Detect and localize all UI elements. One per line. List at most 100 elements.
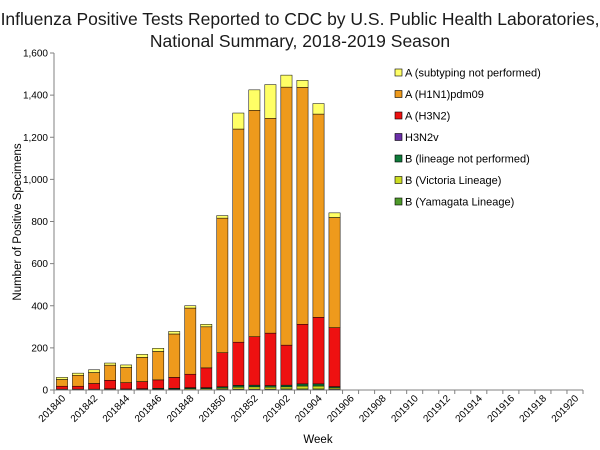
- bar-201848-s6: [184, 305, 197, 309]
- x-tick-label: 201906: [325, 393, 357, 425]
- bar-201840-s6: [56, 377, 68, 380]
- bar-201844-s5: [120, 367, 132, 383]
- bar-201842-s5: [88, 372, 100, 384]
- x-tick-label: 201908: [357, 393, 389, 425]
- x-tick-label: 201914: [454, 393, 486, 425]
- bar-201852-s5: [248, 110, 261, 337]
- bar-201842-s6: [88, 369, 100, 373]
- bar-201851-s6: [232, 112, 245, 130]
- legend-swatch: [394, 133, 403, 141]
- bar-201901-s1: [264, 386, 277, 390]
- x-tick-label: 201844: [101, 393, 133, 425]
- bar-201904-s5: [312, 113, 325, 318]
- bar-201903-s2: [296, 383, 309, 387]
- bar-201843-s4: [104, 380, 116, 389]
- bar-201851-s5: [232, 128, 245, 343]
- y-axis-title: Number of Positive Specimens: [12, 143, 24, 300]
- y-tick-label: 200: [31, 343, 48, 354]
- legend-label: B (Yamagata Lineage): [405, 197, 514, 209]
- bar-201905-s6: [328, 212, 341, 218]
- bar-201846-s5: [152, 351, 165, 381]
- legend-label: B (lineage not performed): [405, 154, 530, 166]
- chart-title-line-2: National Summary, 2018-2019 Season: [149, 31, 451, 51]
- x-tick-label: 201912: [421, 393, 453, 425]
- bar-201852-s2: [248, 384, 261, 388]
- x-tick-label: 201910: [389, 393, 421, 425]
- legend-swatch: [394, 111, 403, 120]
- bar-201902-s1: [280, 386, 293, 390]
- chart-title-line-1: Influenza Positive Tests Reported to CDC…: [0, 9, 600, 29]
- bar-201847-s5: [168, 333, 181, 378]
- bar-201902-s4: [280, 344, 293, 386]
- y-tick-label: 1,600: [23, 49, 48, 60]
- bar-201847-s4: [168, 377, 181, 389]
- y-tick-label: 1,000: [23, 175, 48, 186]
- bar-201904-s1: [312, 385, 325, 390]
- bar-201901-s5: [264, 118, 277, 334]
- bar-201850-s4: [216, 352, 229, 388]
- x-ticks-group: 201840 201842 201844 201846 201848 201850 2018…: [37, 390, 584, 425]
- bar-201844-s6: [120, 364, 132, 368]
- bar-201901-s6: [264, 84, 277, 119]
- bar-201848-s4: [184, 373, 197, 388]
- legend-label: A (subtyping not performed): [405, 68, 541, 80]
- y-tick-label: 0: [42, 386, 48, 397]
- bar-201901-s4: [264, 332, 277, 386]
- x-tick-label: 201902: [261, 393, 293, 425]
- bar-201902-s6: [280, 74, 293, 88]
- x-tick-label: 201916: [486, 393, 518, 425]
- bar-201903-s4: [296, 324, 309, 385]
- bar-201904-s4: [312, 317, 325, 385]
- y-ticks-group: 0 200 400 600 800 1,000 1,200 1,400 1,600: [23, 49, 54, 397]
- y-tick-label: 800: [31, 217, 48, 228]
- bar-201904-s6: [312, 103, 325, 115]
- bar-201842-s4: [88, 383, 100, 390]
- x-tick-label: 201848: [165, 393, 197, 425]
- bar-201852-s4: [248, 336, 261, 386]
- bar-201849-s5: [200, 326, 213, 369]
- bar-201849-s4: [200, 367, 213, 388]
- bar-201840-s4: [56, 385, 68, 390]
- y-tick-label: 600: [31, 259, 48, 270]
- legend-swatch: [394, 176, 403, 184]
- legend-label: A (H1N1)pdm09: [405, 89, 484, 101]
- chart-title: Influenza Positive Tests Reported to CDC…: [0, 8, 600, 52]
- bar-201841-s5: [72, 375, 84, 387]
- bar-201905-s5: [328, 217, 341, 328]
- bar-201846-s6: [152, 348, 165, 352]
- y-tick-label: 1,200: [23, 133, 48, 144]
- x-tick-label: 201840: [37, 393, 69, 425]
- bar-201845-s6: [136, 354, 149, 358]
- legend-swatch: [394, 68, 403, 77]
- x-tick-label: 201904: [293, 393, 325, 425]
- bar-201850-s6: [216, 215, 229, 219]
- bar-201841-s6: [72, 372, 84, 376]
- bar-201904-s2: [312, 383, 325, 387]
- bar-201841-s4: [72, 385, 84, 390]
- legend-label: A (H3N2): [405, 111, 450, 123]
- bar-201905-s4: [328, 327, 341, 387]
- legend-swatch: [394, 154, 403, 163]
- legend: A (subtyping not performed) A (H1N1)pdm09…: [394, 68, 541, 209]
- x-tick-label: 201920: [550, 393, 582, 425]
- bar-201902-s2: [280, 384, 293, 388]
- bar-201845-s4: [136, 381, 149, 389]
- bar-201840-s5: [56, 379, 68, 387]
- bar-201850-s5: [216, 217, 229, 353]
- bar-201851-s1: [232, 386, 245, 390]
- bar-201851-s4: [232, 341, 245, 386]
- bar-201849-s6: [200, 324, 213, 328]
- bar-201843-s6: [104, 362, 116, 366]
- bar-201903-s6: [296, 80, 309, 88]
- legend-label: B (Victoria Lineage): [405, 175, 501, 187]
- x-axis-title: Week: [303, 434, 332, 446]
- bar-201902-s5: [280, 86, 293, 346]
- x-tick-label: 201918: [518, 393, 550, 425]
- bar-201844-s4: [120, 382, 132, 390]
- x-tick-label: 201850: [197, 393, 229, 425]
- bar-201852-s1: [248, 386, 261, 390]
- bar-201847-s6: [168, 331, 181, 335]
- x-tick-label: 201846: [133, 393, 165, 425]
- bars-group: [56, 74, 341, 391]
